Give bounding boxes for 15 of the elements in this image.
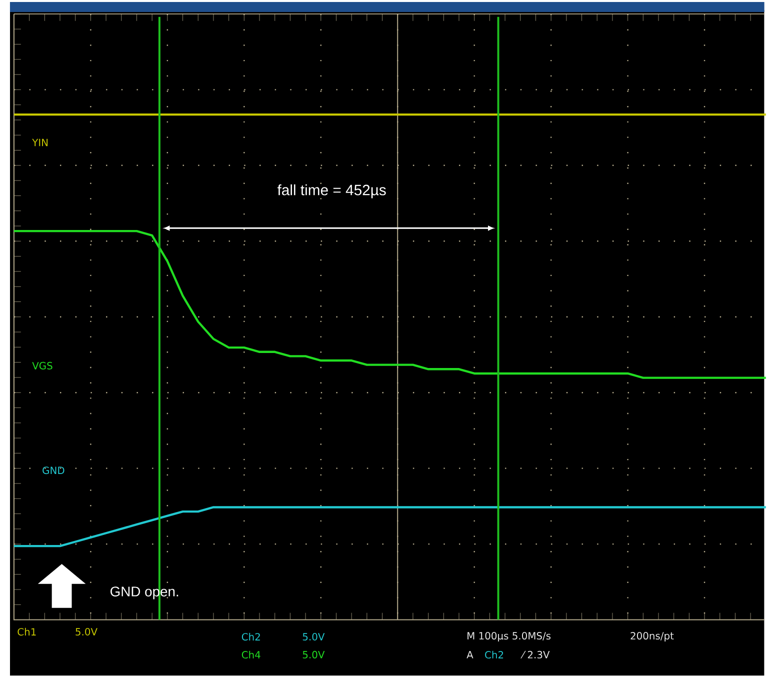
text: 200ns/pt [630, 632, 674, 642]
text: GND [42, 466, 64, 474]
annotation: fall time = 452µs [277, 184, 386, 198]
text: Ch2 [242, 633, 260, 641]
text: 5.0V [302, 651, 325, 659]
text: A [466, 651, 474, 658]
text: Ch1 [18, 628, 36, 636]
text: 5.0V [76, 628, 98, 636]
text: 5.0V [302, 633, 325, 641]
text: Ch2 [485, 651, 504, 659]
text: M 100µs 5.0MS/s [468, 632, 551, 642]
text: YIN [32, 139, 48, 146]
text: VGS [32, 362, 52, 370]
text: ⁄ 2.3V [520, 651, 550, 659]
text: Ch4 [242, 651, 260, 659]
